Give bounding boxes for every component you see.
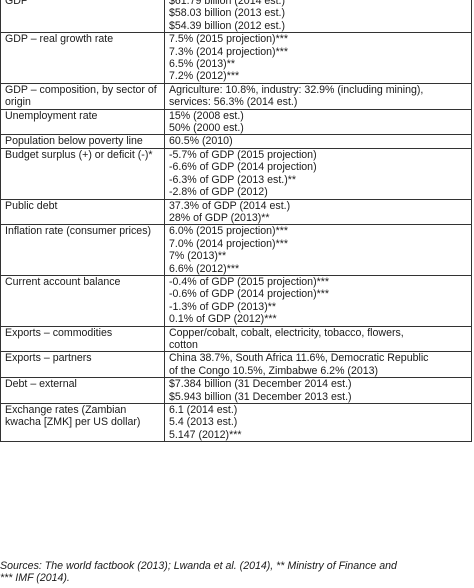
table-row: Current account balance -0.4% of GDP (201… xyxy=(0,274,472,327)
indicator-value: 7.0% (2014 projection)*** xyxy=(169,237,288,250)
table-row: Public debt 37.3% of GDP (2014 est.) 28% o… xyxy=(0,198,472,226)
indicator-value: $5.943 billion (31 December 2013 est.) xyxy=(169,390,352,403)
table-row: Population below poverty line 60.5% (2010… xyxy=(0,134,472,149)
sources-note: Sources: The world factbook (2013); Lwan… xyxy=(0,560,474,585)
table-row: Unemployment rate 15% (2008 est.) 50% (200… xyxy=(0,108,472,136)
indicator-value: of the Congo 10.5%, Zimbabwe 6.2% (2013) xyxy=(169,364,379,377)
table-row: Exports – commodities Copper/cobalt, coba… xyxy=(0,325,472,353)
indicator-value: 0.1% of GDP (2012)*** xyxy=(169,313,277,326)
indicator-values: Copper/cobalt, cobalt, electricity, toba… xyxy=(164,325,472,353)
indicator-label: Budget surplus (+) or deficit (-)* xyxy=(0,147,165,200)
table-row: GDP – real growth rate 7.5% (2015 project… xyxy=(0,32,472,84)
indicator-value: 5.147 (2012)*** xyxy=(169,428,242,441)
indicator-label: Exchange rates (Zambian kwacha [ZMK] per… xyxy=(0,402,165,443)
indicator-value: $7.384 billion (31 December 2014 est.) xyxy=(169,378,352,391)
indicator-value: cotton xyxy=(169,338,198,351)
table-row: GDP – composition, by sector of origin Ag… xyxy=(0,82,472,110)
indicator-value: 7.3% (2014 projection)*** xyxy=(169,45,288,58)
indicator-label: Unemployment rate xyxy=(0,108,165,136)
indicator-values: -5.7% of GDP (2015 projection) -6.6% of G… xyxy=(164,147,472,200)
indicator-label: Inflation rate (consumer prices) xyxy=(0,224,165,276)
indicator-value: $61.79 billion (2014 est.) xyxy=(169,0,286,7)
sources-line-1: Sources: The world factbook (2013); Lwan… xyxy=(0,560,397,572)
table-row: Budget surplus (+) or deficit (-)* -5.7% … xyxy=(0,147,472,200)
indicator-value: 6.0% (2015 projection)*** xyxy=(169,225,288,238)
table-row: Inflation rate (consumer prices) 6.0% (20… xyxy=(0,224,472,276)
indicator-value: 60.5% (2010) xyxy=(169,135,233,148)
table-row: Exchange rates (Zambian kwacha [ZMK] per… xyxy=(0,402,472,443)
indicator-label: GDP – composition, by sector of origin xyxy=(0,82,165,110)
indicator-label: GDP – real growth rate xyxy=(0,32,165,84)
indicator-values: -0.4% of GDP (2015 projection)*** -0.6% o… xyxy=(164,274,472,327)
economic-indicators-table: GDP $61.79 billion (2014 est.) $58.03 bill… xyxy=(0,0,472,443)
indicator-value: -6.3% of GDP (2013 est.)** xyxy=(169,173,296,186)
sources-line-2: *** IMF (2014). xyxy=(0,572,70,585)
indicator-values: 60.5% (2010) xyxy=(164,134,472,149)
table-row: Exports – partners China 38.7%, South Afr… xyxy=(0,351,472,379)
indicator-value: 6.5% (2013)** xyxy=(169,58,235,71)
indicator-label: Current account balance xyxy=(0,274,165,327)
indicator-value: Agriculture: 10.8%, industry: 32.9% (inc… xyxy=(169,83,424,96)
indicator-value: -0.6% of GDP (2014 projection)*** xyxy=(169,288,329,301)
indicator-label: GDP xyxy=(0,0,165,34)
indicator-value: 6.1 (2014 est.) xyxy=(169,404,238,416)
indicator-value: China 38.7%, South Africa 11.6%, Democra… xyxy=(169,352,429,365)
table-row: Debt – external $7.384 billion (31 Decemb… xyxy=(0,377,472,404)
indicator-values: 7.5% (2015 projection)*** 7.3% (2014 proj… xyxy=(164,32,472,84)
indicator-values: 6.0% (2015 projection)*** 7.0% (2014 proj… xyxy=(164,224,472,276)
indicator-value: 5.4 (2013 est.) xyxy=(169,416,238,429)
indicator-values: 37.3% of GDP (2014 est.) 28% of GDP (2013… xyxy=(164,198,472,226)
indicator-value: 50% (2000 est.) xyxy=(169,122,244,135)
indicator-value: -5.7% of GDP (2015 projection) xyxy=(169,148,317,161)
indicator-value: 15% (2008 est.) xyxy=(169,109,244,122)
indicator-value: -6.6% of GDP (2014 projection) xyxy=(169,161,317,174)
indicator-label: Exports – commodities xyxy=(0,325,165,353)
indicator-values: China 38.7%, South Africa 11.6%, Democra… xyxy=(164,351,472,379)
table-row: GDP $61.79 billion (2014 est.) $58.03 bill… xyxy=(0,0,472,34)
indicator-value: $58.03 billion (2013 est.) xyxy=(169,7,286,20)
indicator-value: -0.4% of GDP (2015 projection)*** xyxy=(169,275,329,288)
indicator-value: $54.39 billion (2012 est.) xyxy=(169,19,286,32)
indicator-value: 28% of GDP (2013)** xyxy=(169,211,270,224)
indicator-label: Exports – partners xyxy=(0,351,165,379)
indicator-value: -2.8% of GDP (2012) xyxy=(169,186,268,199)
indicator-value: 7% (2013)** xyxy=(169,250,227,263)
indicator-label: Debt – external xyxy=(0,377,165,404)
indicator-values: Agriculture: 10.8%, industry: 32.9% (inc… xyxy=(164,82,472,110)
indicator-value: 7.5% (2015 projection)*** xyxy=(169,33,288,46)
indicator-label: Population below poverty line xyxy=(0,134,165,149)
indicator-values: 6.1 (2014 est.) 5.4 (2013 est.) 5.147 (201… xyxy=(164,402,472,443)
indicator-values: $7.384 billion (31 December 2014 est.) $5… xyxy=(164,377,472,404)
indicator-value: 7.2% (2012)*** xyxy=(169,70,240,83)
indicator-value: Copper/cobalt, cobalt, electricity, toba… xyxy=(169,326,404,339)
indicator-value: 6.6% (2012)*** xyxy=(169,262,240,275)
table-body: GDP $61.79 billion (2014 est.) $58.03 bill… xyxy=(0,0,472,443)
indicator-values: 15% (2008 est.) 50% (2000 est.) xyxy=(164,108,472,136)
indicator-value: 37.3% of GDP (2014 est.) xyxy=(169,199,291,212)
indicator-values: $61.79 billion (2014 est.) $58.03 billion… xyxy=(164,0,472,34)
indicator-value: services: 56.3% (2014 est.) xyxy=(169,96,298,109)
indicator-label: Public debt xyxy=(0,198,165,226)
indicator-value: -1.3% of GDP (2013)** xyxy=(169,300,276,313)
